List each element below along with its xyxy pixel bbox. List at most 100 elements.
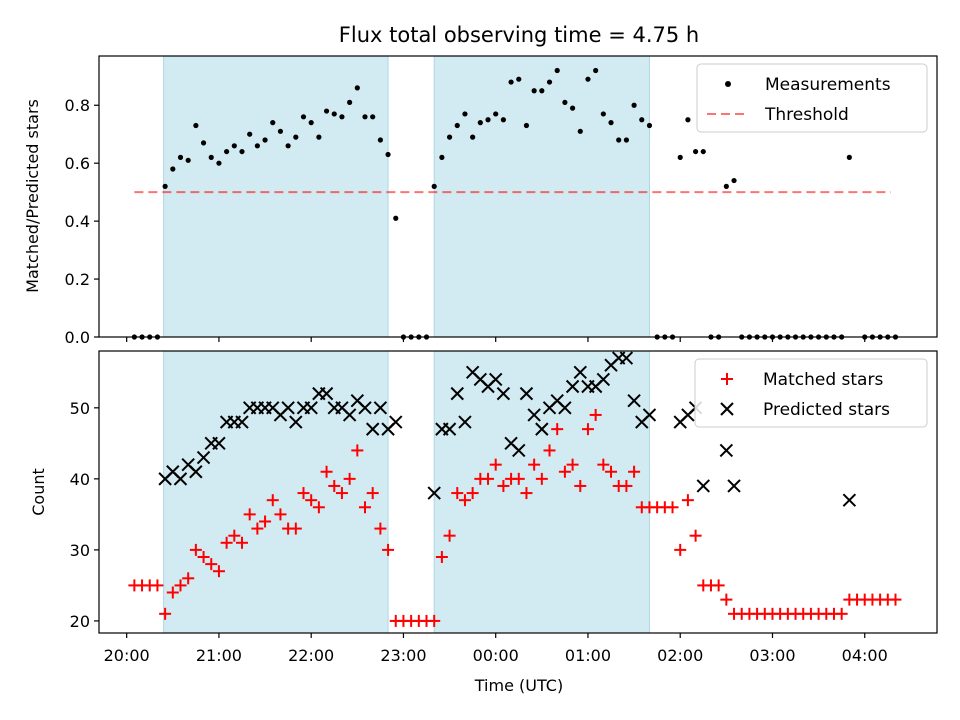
matched-star-marker: [205, 558, 218, 571]
matched-star-marker: [359, 501, 372, 514]
top-span-1: [163, 55, 389, 338]
top-x-ticks: [126, 337, 866, 342]
measurement-point: [185, 157, 191, 163]
measurement-point: [354, 85, 360, 91]
bottom-y-tick-label: 50: [70, 399, 90, 418]
matched-star-marker: [835, 607, 848, 620]
measurement-point: [293, 134, 299, 140]
matched-star-marker: [382, 543, 395, 556]
measurement-point: [193, 122, 199, 129]
measurement-point: [677, 154, 683, 160]
legend-marker-matched: [721, 373, 733, 385]
measurement-point: [470, 134, 476, 140]
measurement-point: [562, 99, 568, 105]
legend-label-threshold: Threshold: [764, 105, 849, 125]
matched-star-marker: [466, 487, 479, 500]
predicted-star-marker: [442, 422, 457, 436]
measurement-point: [224, 148, 230, 155]
matched-star-marker: [182, 572, 195, 585]
predicted-star-marker: [173, 472, 188, 486]
matched-star-marker: [297, 487, 310, 500]
top-y-tick-label: 0.4: [65, 212, 90, 231]
matched-star-marker: [674, 543, 687, 556]
x-axis-label: Time (UTC): [474, 676, 563, 695]
measurement-point: [616, 137, 622, 143]
predicted-star-marker: [427, 486, 441, 500]
measurement-point: [723, 183, 729, 189]
predicted-star-marker: [565, 379, 580, 394]
matched-star-marker: [497, 479, 510, 492]
matched-star-marker: [305, 494, 318, 507]
measurement-point: [254, 143, 260, 149]
predicted-star-marker: [558, 401, 572, 415]
matched-star-marker: [243, 508, 256, 521]
matched-star-marker: [566, 458, 579, 471]
measurement-point: [308, 120, 314, 126]
x-tick-label: 01:00: [565, 646, 611, 665]
matched-star-marker: [228, 529, 241, 542]
matched-star-marker: [189, 543, 202, 556]
predicted-star-marker: [358, 401, 372, 415]
matched-star-marker: [712, 579, 725, 592]
measurement-point: [323, 108, 330, 114]
measurement-point: [485, 117, 491, 123]
measurement-point: [300, 114, 307, 120]
measurement-point: [270, 120, 276, 126]
measurement-point: [262, 137, 268, 143]
predicted-star-marker: [304, 401, 318, 415]
measurement-point: [439, 154, 445, 160]
measurement-point: [370, 114, 376, 120]
bottom-plot-frame: [98, 350, 938, 634]
matched-star-marker: [520, 487, 533, 500]
x-tick-label: 20:00: [104, 646, 150, 665]
measurement-point: [347, 99, 353, 105]
measurement-point: [231, 143, 237, 149]
legend-label-matched: Matched stars: [763, 370, 883, 390]
matched-star-marker: [259, 515, 272, 528]
measurement-point: [523, 122, 530, 129]
matched-star-marker: [458, 494, 471, 507]
matched-star-marker: [666, 501, 679, 514]
measurement-point: [454, 122, 460, 129]
measurement-point: [554, 67, 560, 74]
matched-star-marker: [151, 579, 164, 592]
top-span-2: [433, 55, 650, 338]
matched-star-marker: [489, 458, 502, 471]
matched-star-marker: [889, 593, 902, 606]
top-y-tick-label: 0.0: [65, 328, 90, 347]
measurement-point: [362, 114, 368, 120]
bottom-span-1: [163, 350, 389, 634]
predicted-star-marker: [573, 365, 587, 380]
bottom-y-tick-label: 40: [70, 470, 90, 489]
measurement-point: [377, 137, 383, 143]
predicted-star-marker: [488, 372, 503, 387]
matched-star-marker: [605, 465, 618, 478]
predicted-star-marker: [496, 386, 511, 401]
measurement-point: [393, 215, 399, 221]
predicted-star-marker: [627, 394, 641, 408]
measurement-point: [600, 111, 606, 117]
matched-star-marker: [235, 536, 248, 549]
matched-star-marker: [212, 565, 225, 578]
predicted-star-marker: [235, 415, 249, 429]
predicted-star-marker: [319, 386, 334, 401]
measurement-point: [608, 120, 614, 126]
measurement-point: [162, 183, 168, 189]
measurement-point: [546, 79, 553, 85]
predicted-star-marker: [450, 386, 464, 401]
matched-star-marker: [428, 614, 441, 627]
matched-star-marker: [335, 487, 348, 500]
matched-star-marker: [197, 550, 210, 563]
x-tick-label: 23:00: [380, 646, 426, 665]
top-legend: Measurements Threshold: [696, 63, 928, 133]
bottom-span-2: [433, 350, 650, 634]
matched-star-marker: [312, 501, 325, 514]
chart-title: Flux total observing time = 4.75 h: [339, 23, 699, 47]
matched-star-marker: [620, 479, 633, 492]
predicted-star-marker: [189, 465, 203, 479]
matched-star-marker: [589, 408, 602, 421]
measurement-point: [493, 111, 499, 117]
x-tick-label: 02:00: [657, 646, 703, 665]
measurement-point: [685, 117, 691, 123]
measurement-point: [508, 79, 514, 85]
